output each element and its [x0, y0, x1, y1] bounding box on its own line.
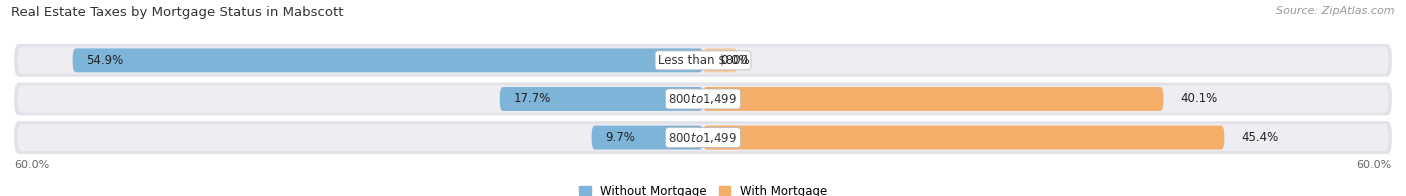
- FancyBboxPatch shape: [703, 48, 738, 72]
- FancyBboxPatch shape: [14, 44, 1392, 77]
- Text: 60.0%: 60.0%: [1357, 160, 1392, 170]
- FancyBboxPatch shape: [17, 85, 1389, 113]
- FancyBboxPatch shape: [17, 124, 1389, 151]
- Text: $800 to $1,499: $800 to $1,499: [668, 131, 738, 145]
- Text: Less than $800: Less than $800: [658, 54, 748, 67]
- Text: 0.0%: 0.0%: [720, 54, 749, 67]
- FancyBboxPatch shape: [499, 87, 703, 111]
- FancyBboxPatch shape: [703, 126, 1225, 150]
- Legend: Without Mortgage, With Mortgage: Without Mortgage, With Mortgage: [574, 180, 832, 196]
- Text: 60.0%: 60.0%: [14, 160, 49, 170]
- Text: 9.7%: 9.7%: [606, 131, 636, 144]
- FancyBboxPatch shape: [592, 126, 703, 150]
- FancyBboxPatch shape: [14, 121, 1392, 154]
- Text: 45.4%: 45.4%: [1241, 131, 1279, 144]
- Text: 54.9%: 54.9%: [86, 54, 124, 67]
- Text: Source: ZipAtlas.com: Source: ZipAtlas.com: [1277, 6, 1395, 16]
- FancyBboxPatch shape: [703, 87, 1163, 111]
- Text: 17.7%: 17.7%: [513, 93, 551, 105]
- FancyBboxPatch shape: [17, 47, 1389, 74]
- Text: 40.1%: 40.1%: [1181, 93, 1218, 105]
- Text: Real Estate Taxes by Mortgage Status in Mabscott: Real Estate Taxes by Mortgage Status in …: [11, 6, 343, 19]
- FancyBboxPatch shape: [73, 48, 703, 72]
- Text: $800 to $1,499: $800 to $1,499: [668, 92, 738, 106]
- FancyBboxPatch shape: [14, 83, 1392, 115]
